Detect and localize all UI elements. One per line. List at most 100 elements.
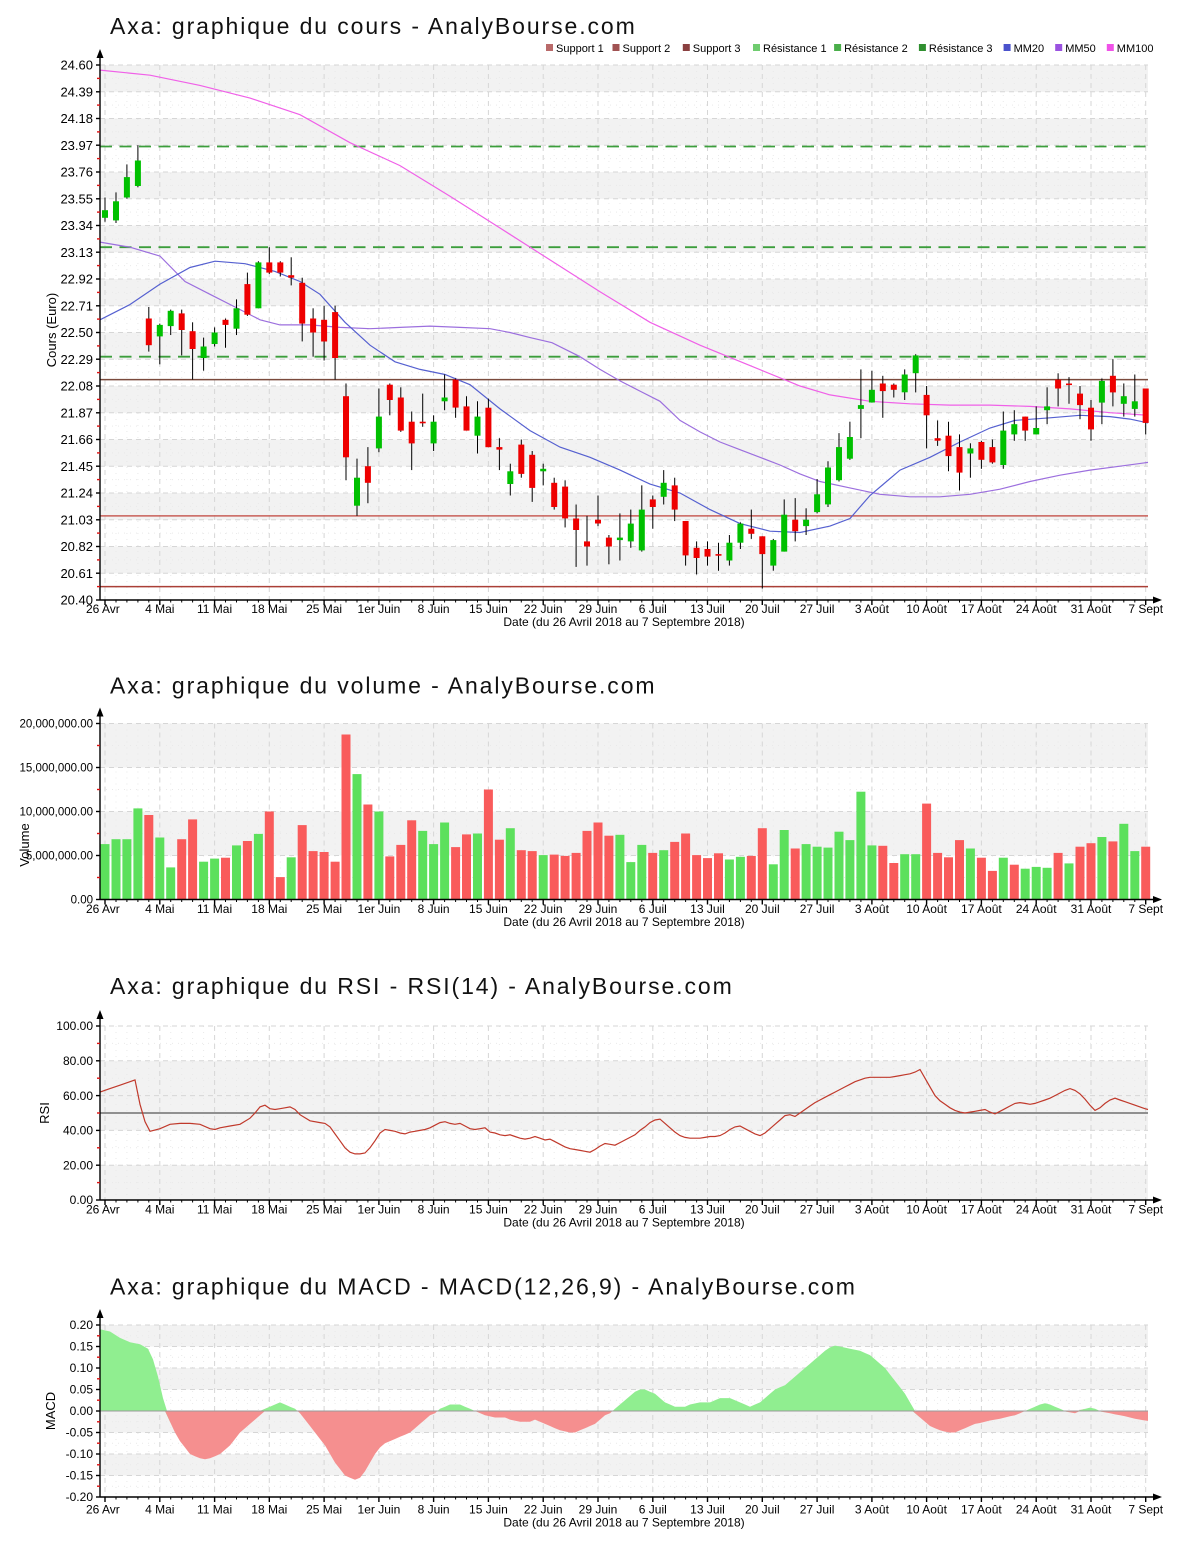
svg-text:Axa: graphique du cours - Anal: Axa: graphique du cours - AnalyBourse.co… <box>110 13 637 39</box>
svg-text:24.39: 24.39 <box>60 84 93 99</box>
svg-text:23.13: 23.13 <box>60 245 93 260</box>
svg-text:100.00: 100.00 <box>56 1019 93 1033</box>
svg-text:5,000,000.00: 5,000,000.00 <box>26 851 93 863</box>
svg-text:6 Juil: 6 Juil <box>639 902 667 916</box>
svg-text:22 Juin: 22 Juin <box>524 902 563 916</box>
svg-text:10 Août: 10 Août <box>906 902 947 916</box>
svg-text:31 Août: 31 Août <box>1071 1503 1112 1517</box>
svg-text:20.82: 20.82 <box>60 539 93 554</box>
svg-text:27 Juil: 27 Juil <box>800 602 835 616</box>
svg-text:31 Août: 31 Août <box>1071 1203 1112 1217</box>
svg-text:Support 2: Support 2 <box>623 43 671 55</box>
svg-text:18 Mai: 18 Mai <box>251 1503 287 1517</box>
svg-text:Axa: graphique du volume - Ana: Axa: graphique du volume - AnalyBourse.c… <box>110 673 656 699</box>
svg-text:18 Mai: 18 Mai <box>251 902 287 916</box>
svg-text:8 Juin: 8 Juin <box>418 1503 450 1517</box>
svg-text:15 Juin: 15 Juin <box>469 602 508 616</box>
svg-text:23.76: 23.76 <box>60 165 93 180</box>
svg-text:6 Juil: 6 Juil <box>639 1503 667 1517</box>
svg-text:10 Août: 10 Août <box>906 1503 947 1517</box>
svg-text:7 Sept: 7 Sept <box>1128 902 1163 916</box>
svg-text:22.29: 22.29 <box>60 352 93 367</box>
svg-text:1er Juin: 1er Juin <box>358 902 401 916</box>
svg-text:13 Juil: 13 Juil <box>690 602 725 616</box>
svg-text:15 Juin: 15 Juin <box>469 902 508 916</box>
svg-text:23.34: 23.34 <box>60 218 93 233</box>
svg-text:8 Juin: 8 Juin <box>418 1203 450 1217</box>
svg-text:24 Août: 24 Août <box>1016 602 1057 616</box>
svg-text:4 Mai: 4 Mai <box>145 1503 174 1517</box>
svg-text:0.20: 0.20 <box>70 1318 94 1332</box>
svg-text:MM100: MM100 <box>1117 43 1154 55</box>
svg-text:1er Juin: 1er Juin <box>358 602 401 616</box>
svg-text:MACD: MACD <box>43 1392 58 1430</box>
svg-text:24 Août: 24 Août <box>1016 1503 1057 1517</box>
svg-text:20 Juil: 20 Juil <box>745 1503 780 1517</box>
svg-text:26 Avr: 26 Avr <box>86 602 120 616</box>
svg-text:1er Juin: 1er Juin <box>358 1503 401 1517</box>
svg-text:25 Mai: 25 Mai <box>306 1503 342 1517</box>
svg-text:26 Avr: 26 Avr <box>86 1203 120 1217</box>
svg-text:26 Avr: 26 Avr <box>86 1503 120 1517</box>
svg-text:4 Mai: 4 Mai <box>145 1203 174 1217</box>
svg-text:4 Mai: 4 Mai <box>145 602 174 616</box>
svg-text:80.00: 80.00 <box>63 1054 93 1068</box>
svg-text:-0.10: -0.10 <box>66 1447 94 1461</box>
svg-text:17 Août: 17 Août <box>961 602 1002 616</box>
svg-text:10,000,000.00: 10,000,000.00 <box>19 807 93 819</box>
svg-text:24 Août: 24 Août <box>1016 902 1057 916</box>
svg-text:29 Juin: 29 Juin <box>579 602 618 616</box>
svg-text:20 Juil: 20 Juil <box>745 1203 780 1217</box>
svg-text:29 Juin: 29 Juin <box>579 902 618 916</box>
svg-text:Date (du 26 Avril 2018 au 7 Se: Date (du 26 Avril 2018 au 7 Septembre 20… <box>503 615 744 629</box>
svg-text:-0.05: -0.05 <box>66 1426 94 1440</box>
svg-text:RSI: RSI <box>37 1102 52 1124</box>
svg-text:10 Août: 10 Août <box>906 1203 947 1217</box>
svg-text:18 Mai: 18 Mai <box>251 602 287 616</box>
svg-text:18 Mai: 18 Mai <box>251 1203 287 1217</box>
svg-text:13 Juil: 13 Juil <box>690 1203 725 1217</box>
svg-text:0.00: 0.00 <box>70 1193 94 1207</box>
svg-text:0.15: 0.15 <box>70 1340 94 1354</box>
svg-text:21.45: 21.45 <box>60 459 93 474</box>
svg-text:Date (du 26 Avril 2018 au 7 Se: Date (du 26 Avril 2018 au 7 Septembre 20… <box>503 1216 744 1230</box>
svg-text:3 Août: 3 Août <box>855 1503 890 1517</box>
svg-text:11 Mai: 11 Mai <box>197 602 232 616</box>
svg-text:27 Juil: 27 Juil <box>800 902 835 916</box>
svg-text:17 Août: 17 Août <box>961 1503 1002 1517</box>
svg-text:25 Mai: 25 Mai <box>306 602 342 616</box>
svg-text:29 Juin: 29 Juin <box>579 1503 618 1517</box>
svg-text:0.10: 0.10 <box>70 1361 94 1375</box>
svg-text:40.00: 40.00 <box>63 1124 93 1138</box>
svg-text:21.66: 21.66 <box>60 432 93 447</box>
svg-text:24.18: 24.18 <box>60 111 93 126</box>
svg-text:21.03: 21.03 <box>60 512 93 527</box>
svg-text:60.00: 60.00 <box>63 1089 93 1103</box>
svg-text:Support 1: Support 1 <box>556 43 604 55</box>
svg-text:21.24: 21.24 <box>60 486 93 501</box>
svg-text:27 Juil: 27 Juil <box>800 1203 835 1217</box>
svg-text:-0.15: -0.15 <box>66 1469 94 1483</box>
svg-text:22 Juin: 22 Juin <box>524 1503 563 1517</box>
svg-text:11 Mai: 11 Mai <box>197 1203 232 1217</box>
svg-text:0.05: 0.05 <box>70 1383 94 1397</box>
svg-text:-0.20: -0.20 <box>66 1490 94 1504</box>
svg-text:Date (du 26 Avril 2018 au 7 Se: Date (du 26 Avril 2018 au 7 Septembre 20… <box>503 915 744 929</box>
svg-text:MM50: MM50 <box>1065 43 1096 55</box>
svg-text:24 Août: 24 Août <box>1016 1203 1057 1217</box>
svg-text:26 Avr: 26 Avr <box>86 902 120 916</box>
svg-text:22.08: 22.08 <box>60 379 93 394</box>
svg-text:3 Août: 3 Août <box>855 1203 890 1217</box>
svg-text:0.00: 0.00 <box>70 1404 94 1418</box>
svg-text:31 Août: 31 Août <box>1071 602 1112 616</box>
svg-text:20.00: 20.00 <box>63 1158 93 1172</box>
svg-text:22 Juin: 22 Juin <box>524 1203 563 1217</box>
svg-text:8 Juin: 8 Juin <box>418 902 450 916</box>
svg-text:6 Juil: 6 Juil <box>639 1203 667 1217</box>
svg-text:21.87: 21.87 <box>60 405 93 420</box>
svg-text:17 Août: 17 Août <box>961 1203 1002 1217</box>
svg-text:20 Juil: 20 Juil <box>745 902 780 916</box>
svg-text:22.50: 22.50 <box>60 325 93 340</box>
svg-text:24.60: 24.60 <box>60 58 93 73</box>
svg-text:23.97: 23.97 <box>60 138 93 153</box>
